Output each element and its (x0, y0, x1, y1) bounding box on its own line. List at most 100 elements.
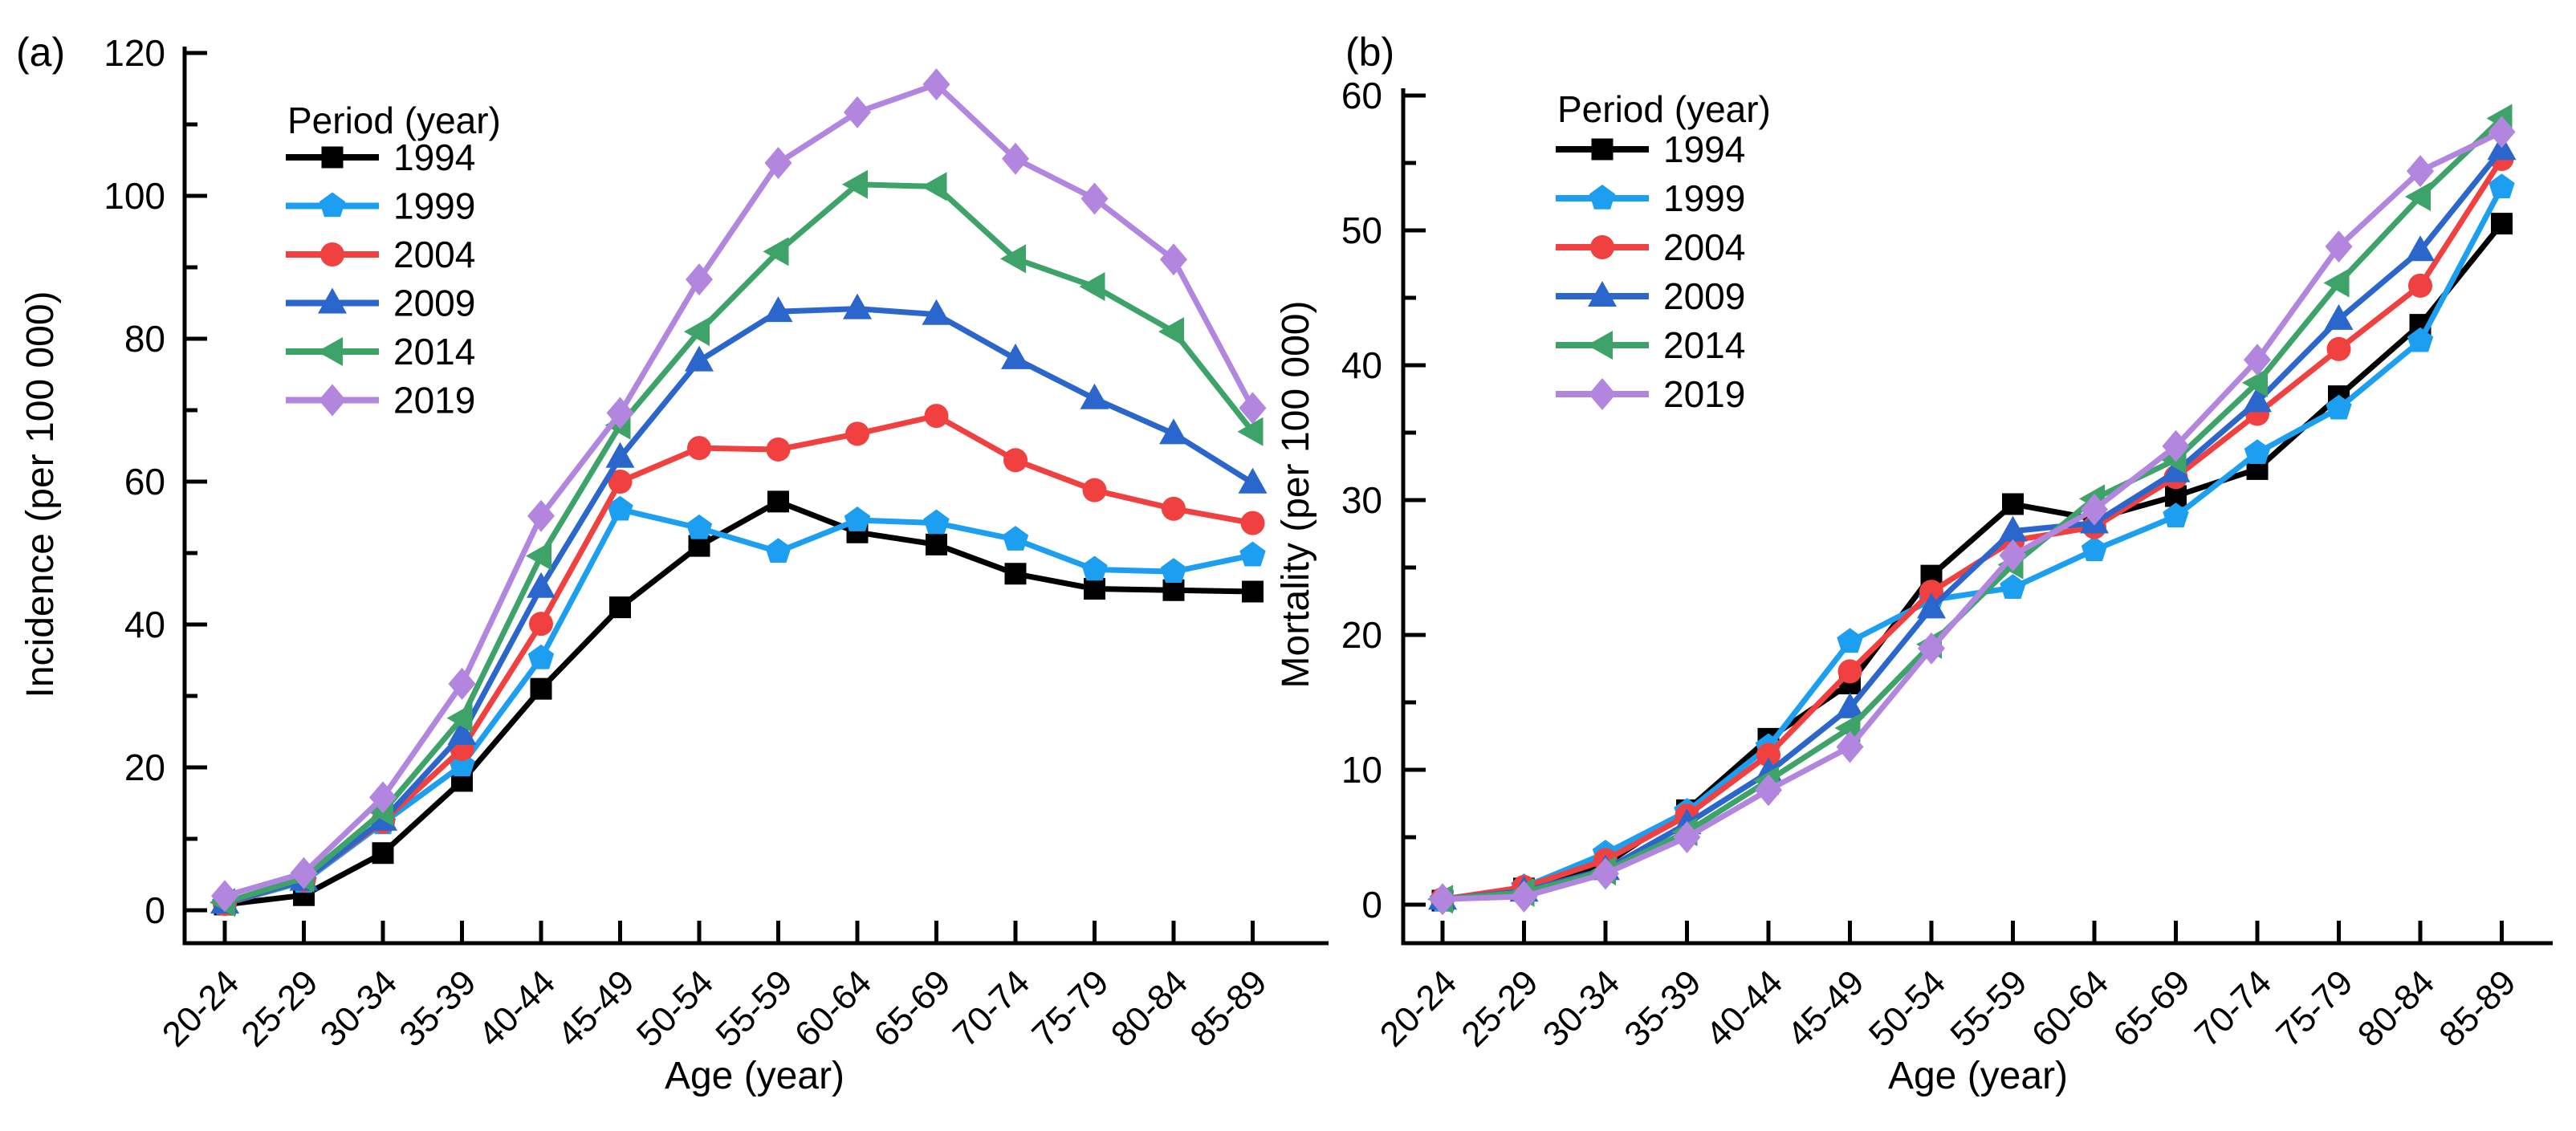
axis-spine (182, 47, 1329, 946)
series-marker-2009 (1998, 515, 2028, 542)
x-tick-label: 70-74 (2187, 962, 2279, 1054)
series-line-1999 (1442, 185, 2505, 904)
panel-a: 0 20 40 60 80 100 120 20-2425-2930-3435-3940-44… (16, 30, 1329, 1097)
series-marker-2014 (2405, 182, 2431, 211)
y-tick-label: 120 (104, 32, 165, 74)
x-tick-label: 25-29 (234, 962, 325, 1054)
series-marker-1994 (1162, 579, 1185, 601)
legend-entry-2009: 2009 (1556, 275, 1745, 317)
series-marker-2019 (527, 499, 555, 532)
series-line-2004 (1442, 157, 2505, 902)
legend-label: 1994 (393, 136, 475, 178)
legend-label: 2014 (393, 331, 475, 372)
series-marker-2019 (369, 781, 397, 814)
panel-b: 0 10 20 30 40 50 60 20-2425-2930-3435-3940-4445… (1275, 30, 2553, 1097)
legend-marker-2009 (318, 287, 347, 314)
series-marker-2009 (1080, 383, 1109, 409)
legend-label: 2014 (1663, 324, 1745, 366)
series-marker-2014 (2323, 268, 2350, 298)
series-marker-2009 (605, 441, 635, 468)
series-marker-2019 (2244, 344, 2271, 376)
legend-label: 2004 (393, 234, 475, 275)
series-marker-2004 (1837, 659, 1862, 684)
legend-marker-2004 (1590, 235, 1614, 259)
series-marker-1999 (2244, 439, 2271, 464)
x-tick-label: 80-84 (2350, 962, 2442, 1054)
series-marker-2009 (1159, 418, 1188, 445)
y-tick-label: 50 (1341, 210, 1382, 251)
legend-label: 2009 (1663, 275, 1745, 317)
series-marker-2014 (921, 172, 947, 201)
series-marker-2014 (1237, 417, 1264, 446)
series-marker-2009 (1001, 343, 1030, 369)
series-marker-2004 (924, 404, 949, 429)
x-tick-label: 60-64 (787, 962, 879, 1054)
legend-entry-2004: 2004 (1556, 226, 1745, 268)
x-tick-label: 55-59 (708, 962, 800, 1054)
y-tick-label: 0 (144, 889, 165, 931)
y-axis-title: Incidence (per 100 000) (19, 291, 62, 698)
x-tick-label: 40-44 (1699, 962, 1790, 1054)
x-tick-label: 85-89 (2432, 962, 2523, 1054)
legend-entry-1999: 1999 (1556, 177, 1745, 219)
series-marker-1999 (1002, 526, 1029, 551)
series-marker-2004 (529, 612, 553, 637)
legend-label: 2019 (393, 380, 475, 421)
series-marker-2004 (2326, 336, 2351, 361)
series-marker-1994 (1004, 563, 1027, 585)
series-line-2009 (224, 306, 1255, 906)
series-marker-2004 (1240, 511, 1265, 535)
series-marker-2019 (1673, 821, 1701, 853)
x-tick-label: 75-79 (2269, 962, 2360, 1054)
series-marker-2019 (1755, 774, 1782, 807)
series-marker-2004 (608, 470, 633, 494)
series-marker-2009 (447, 719, 477, 746)
series-marker-2019 (2407, 155, 2434, 188)
series-marker-2019 (1429, 883, 1456, 916)
series-marker-2004 (687, 436, 711, 461)
x-tick-label: 65-69 (866, 962, 958, 1054)
x-axis-title: Age (year) (665, 1055, 844, 1097)
x-tick-label: 55-59 (1943, 962, 2034, 1054)
y-axis-title: Mortality (per 100 000) (1275, 301, 1317, 689)
series-marker-2019 (1002, 142, 1029, 175)
series-marker-1994 (767, 490, 789, 513)
series-marker-1999 (1160, 558, 1187, 583)
legend: Period (year)1994 1999 2004 2009 2014 2019 (1556, 88, 1771, 415)
series-marker-2009 (2324, 303, 2354, 330)
series-marker-1999 (765, 538, 792, 563)
series-marker-2019 (2325, 230, 2353, 263)
series-line-2019 (224, 81, 1255, 899)
series-marker-2014 (763, 237, 789, 266)
legend-label: 1999 (1663, 177, 1745, 219)
series-marker-2009 (2161, 456, 2191, 482)
legend-marker-2014 (317, 337, 343, 366)
series-marker-2014 (1158, 317, 1184, 347)
y-tick-label: 30 (1341, 479, 1382, 521)
x-tick-label: 80-84 (1104, 962, 1195, 1054)
legend-marker-2014 (1587, 331, 1613, 360)
y-tick-label: 20 (124, 747, 165, 788)
series-marker-1994 (1084, 578, 1105, 600)
y-tick-label: 60 (124, 461, 165, 502)
series-marker-2004 (2408, 273, 2432, 298)
legend-marker-1999 (319, 192, 346, 218)
series-marker-1999 (686, 514, 713, 539)
y-tick-label: 60 (1341, 75, 1382, 116)
legend-marker-1999 (1589, 185, 1616, 210)
series-line-2019 (1442, 129, 2504, 902)
series-marker-1994 (372, 842, 394, 865)
series-marker-1999 (2489, 173, 2515, 199)
x-tick-label: 65-69 (2106, 962, 2197, 1054)
legend-entry-2009: 2009 (286, 283, 475, 324)
series-marker-1999 (527, 644, 555, 669)
series-marker-2009 (1238, 467, 1268, 494)
x-tick-label: 70-74 (946, 962, 1037, 1054)
x-tick-label: 75-79 (1024, 962, 1116, 1054)
legend-marker-2009 (1588, 281, 1617, 307)
x-tick-label: 35-39 (392, 962, 483, 1054)
series-line-2014 (223, 181, 1255, 905)
series-marker-2019 (764, 147, 792, 180)
